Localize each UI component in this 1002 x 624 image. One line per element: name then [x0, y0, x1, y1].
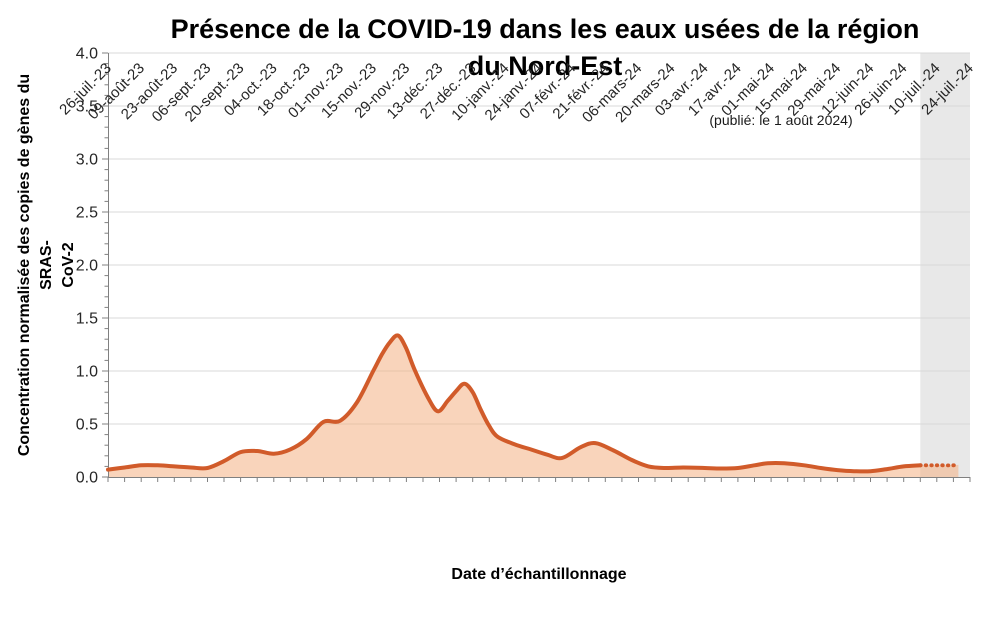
y-axis-title-line1: Concentration normalisée des copies de g…: [16, 73, 55, 457]
y-tick-label: 4.0: [76, 46, 98, 63]
y-tick-label: 1.0: [76, 364, 98, 381]
y-tick-labels: 0.0 0.5 1.0 1.5 2.0 2.5 3.0 3.5 4.0: [76, 46, 98, 487]
chart-plot-area: 0.0 0.5 1.0 1.5 2.0 2.5 3.0 3.5 4.026-juil.-2309…: [56, 46, 977, 487]
y-tick-label: 3.0: [76, 152, 98, 169]
y-tick-label: 1.5: [76, 311, 98, 328]
axes-and-ticks: [102, 52, 971, 482]
chart-title: Présence de la COVID-19 dans les eaux us…: [90, 11, 1000, 85]
y-gridlines: [108, 52, 970, 425]
y-tick-label: 0.5: [76, 417, 98, 434]
series-line: [106, 333, 923, 474]
series-area: [108, 335, 959, 477]
published-note: (publié: le 1 août 2024): [709, 112, 853, 128]
series-line-dotted: [918, 462, 961, 468]
y-tick-label: 0.0: [76, 470, 98, 487]
y-tick-label: 3.5: [76, 99, 98, 116]
x-axis-title: Date d’échantillonnage: [451, 566, 627, 583]
chart-title-line2: du Nord-Est: [467, 51, 623, 81]
y-tick-label: 2.0: [76, 258, 98, 275]
y-axis-title: Concentration normalisée des copies de g…: [14, 53, 77, 477]
chart-title-line1: Présence de la COVID-19 dans les eaux us…: [170, 14, 920, 44]
x-tick-labels: 26-juil.-2309-août-2323-août-2306-sept.-…: [56, 60, 977, 126]
y-tick-label: 2.5: [76, 205, 98, 222]
